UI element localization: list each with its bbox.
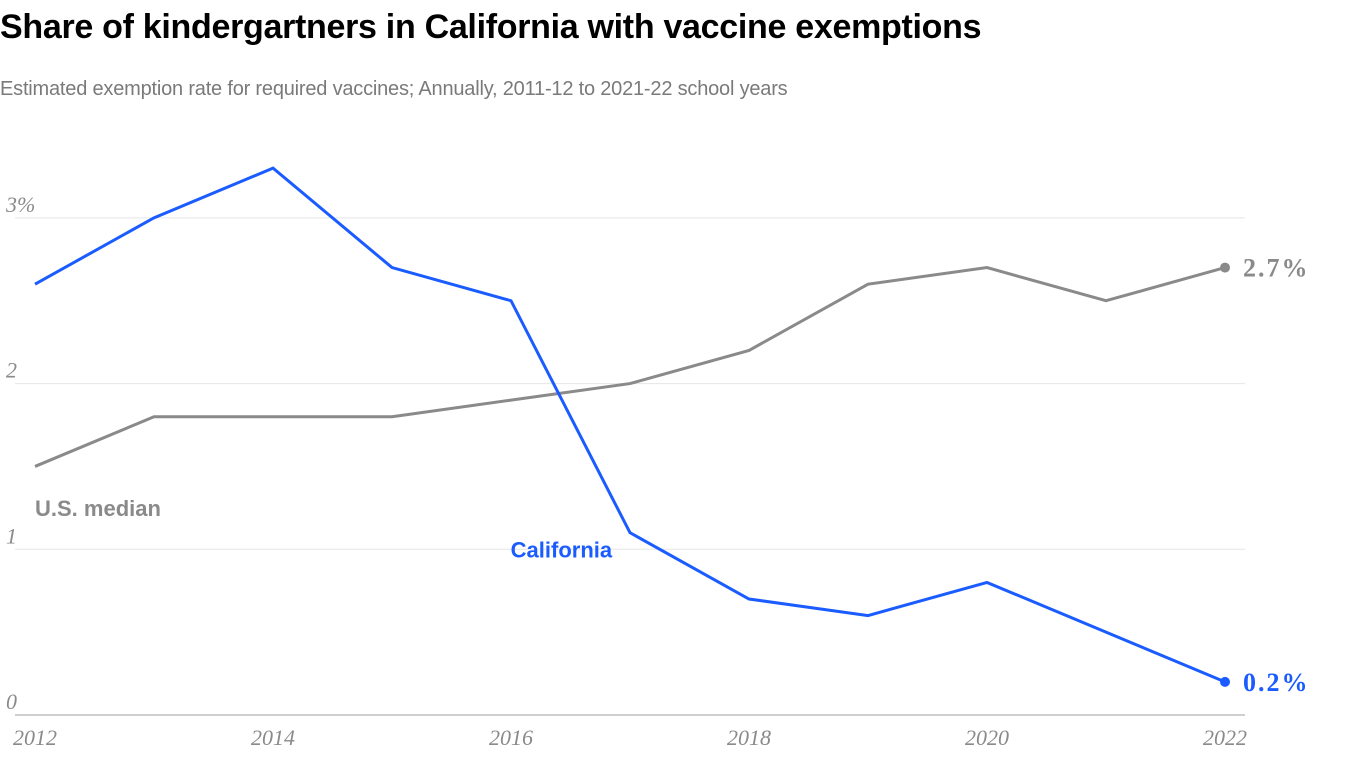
y-tick-label: 1 bbox=[6, 523, 17, 548]
x-tick-label: 2020 bbox=[965, 725, 1009, 750]
series-end-label: 0.2% bbox=[1243, 668, 1310, 697]
series-inline-label: California bbox=[511, 537, 613, 562]
x-tick-label: 2018 bbox=[727, 725, 771, 750]
series-group bbox=[35, 168, 1230, 687]
x-tick-label: 2014 bbox=[251, 725, 295, 750]
labels-group: 2.7% U.S. median 0.2% California bbox=[35, 254, 1310, 697]
series-line-u-s-median bbox=[35, 268, 1225, 467]
y-tick-label: 0 bbox=[6, 689, 17, 714]
series-end-label: 2.7% bbox=[1243, 254, 1310, 283]
y-tick-label: 2 bbox=[6, 358, 17, 383]
series-line-california bbox=[35, 168, 1225, 682]
series-end-marker bbox=[1220, 263, 1230, 273]
x-tick-label: 2022 bbox=[1203, 725, 1247, 750]
series-inline-label: U.S. median bbox=[35, 496, 161, 521]
chart-plot: 0 1 2 3% 2012 2014 2016 2018 2020 2022 2.7% U.S. … bbox=[0, 0, 1366, 768]
x-axis-ticks: 2012 2014 2016 2018 2020 2022 bbox=[13, 725, 1247, 750]
series-end-marker bbox=[1220, 677, 1230, 687]
x-tick-label: 2012 bbox=[13, 725, 57, 750]
gridlines bbox=[15, 218, 1245, 715]
y-tick-label: 3% bbox=[5, 192, 35, 217]
chart-container: { "chart": { "type": "line", "title": "S… bbox=[0, 0, 1366, 768]
y-axis-ticks: 0 1 2 3% bbox=[5, 192, 35, 714]
x-tick-label: 2016 bbox=[489, 725, 533, 750]
